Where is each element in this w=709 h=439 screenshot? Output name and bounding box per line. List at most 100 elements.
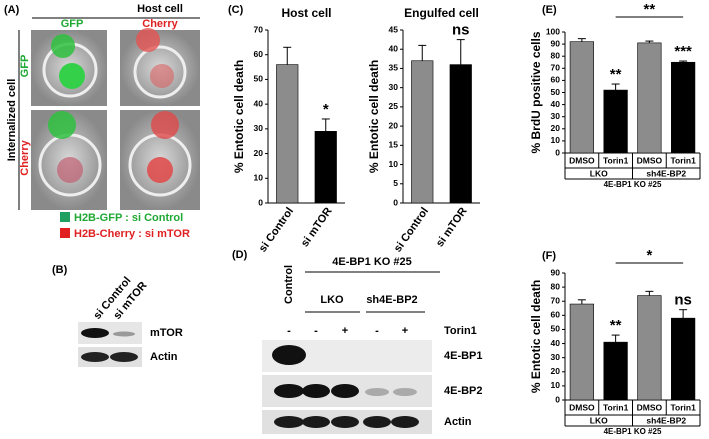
panel-label: (C) [228, 4, 244, 16]
y-tick-label: 60 [551, 75, 561, 85]
panel-label: (F) [542, 250, 556, 262]
y-tick-label: 20 [254, 148, 264, 158]
blot-label: Actin [444, 416, 472, 428]
lane-sign: - [287, 325, 291, 337]
chart-title: Host cell [281, 6, 331, 20]
y-tick-label: 40 [254, 98, 264, 108]
y-tick-label: 10 [551, 135, 561, 145]
bar [637, 42, 662, 154]
y-tick-label: 10 [551, 380, 561, 390]
y-tick-label: 70 [254, 24, 264, 34]
y-tick-label: 50 [254, 74, 264, 84]
y-tick-label: 10 [389, 159, 399, 169]
y-tick-label: 60 [551, 310, 561, 320]
chart-title: Engulfed cell [404, 6, 479, 20]
x-tick-label: si Control [392, 206, 431, 255]
x-tick-label: DMSO [637, 155, 663, 165]
y-axis-label: % Entotic cell death [232, 60, 246, 173]
significance-label: * [323, 101, 329, 118]
bar [276, 64, 299, 204]
row-label: Cherry [19, 139, 31, 175]
bar [671, 61, 696, 154]
y-tick-label: 70 [551, 63, 561, 73]
y-tick-label: 100 [546, 26, 560, 36]
significance-label: ** [610, 317, 622, 334]
legend-label: H2B-Cherry : si mTOR [74, 228, 190, 240]
group-label: LKO [320, 294, 344, 306]
y-tick-label: 50 [551, 87, 561, 97]
y-tick-label: 80 [551, 281, 561, 291]
bar [671, 317, 696, 401]
bracket-label: * [646, 247, 652, 264]
y-tick-label: 60 [254, 49, 264, 59]
y-tick-label: 20 [551, 123, 561, 133]
panel-label: (D) [232, 249, 248, 261]
bar [449, 64, 472, 204]
x-tick-label: DMSO [569, 155, 595, 165]
blot-label: 4E-BP2 [444, 385, 483, 397]
panel-label: (A) [4, 4, 20, 16]
y-axis-label: % Entotic cell death [367, 60, 381, 173]
bar [314, 131, 337, 204]
column-label: GFP [61, 18, 84, 30]
y-tick-label: 45 [389, 24, 399, 34]
panel-label: (B) [52, 264, 68, 276]
treatment-label: Torin1 [444, 325, 477, 337]
legend-label: H2B-GFP : si Control [74, 212, 183, 224]
group-label: sh4E-BP2 [646, 415, 686, 425]
y-tick-label: 0 [258, 197, 263, 207]
significance-label: ns [452, 22, 470, 39]
x-tick-label: Torin1 [670, 402, 696, 412]
row-label: GFP [19, 55, 31, 78]
column-label: Cherry [142, 18, 178, 30]
x-tick-label: si Control [257, 206, 296, 255]
row-title: Internalized cell [6, 79, 18, 162]
y-tick-label: 40 [551, 338, 561, 348]
western-blot [78, 322, 142, 367]
bar [603, 89, 628, 154]
y-axis-label: % Entotic cell death [529, 280, 543, 393]
micrographs [31, 28, 200, 210]
y-tick-label: 0 [393, 197, 398, 207]
blot-label: Actin [150, 351, 178, 363]
significance-label: ** [610, 66, 622, 83]
lane-sign: - [314, 325, 318, 337]
y-tick-label: 20 [551, 366, 561, 376]
y-tick-label: 40 [551, 99, 561, 109]
lane-sign: + [342, 325, 348, 337]
y-tick-label: 70 [551, 295, 561, 305]
significance-label: *** [674, 43, 692, 60]
panel-title: Host cell [137, 3, 183, 15]
lane-sign: + [402, 325, 408, 337]
x-tick-label: Torin1 [670, 155, 696, 165]
y-axis-label: % BrdU positive cells [529, 31, 543, 153]
y-tick-label: 15 [389, 140, 399, 150]
blot-label: mTOR [150, 327, 183, 339]
y-tick-label: 50 [551, 324, 561, 334]
y-tick-label: 25 [389, 101, 399, 111]
y-tick-label: 90 [551, 38, 561, 48]
bar [637, 295, 662, 401]
legend-swatch [60, 212, 70, 222]
y-tick-label: 30 [551, 111, 561, 121]
x-tick-label: DMSO [569, 402, 595, 412]
y-tick-label: 5 [393, 178, 398, 188]
significance-label: ns [674, 292, 692, 309]
group-title: 4E-BP1 KO #25 [604, 427, 662, 436]
x-tick-label: si mTOR [434, 205, 470, 249]
group-title: 4E-BP1 KO #25 [604, 180, 662, 189]
y-tick-label: 90 [551, 267, 561, 277]
lane-sign: - [375, 325, 379, 337]
x-tick-label: si mTOR [299, 205, 335, 249]
bar [411, 60, 434, 204]
y-tick-label: 40 [389, 43, 399, 53]
x-tick-label: Torin1 [603, 155, 629, 165]
y-tick-label: 30 [551, 352, 561, 362]
bar [603, 341, 628, 401]
y-tick-label: 20 [389, 120, 399, 130]
y-tick-label: 30 [254, 123, 264, 133]
group-title: 4E-BP1 KO #25 [332, 256, 411, 268]
x-tick-label: DMSO [637, 402, 663, 412]
bar [569, 41, 594, 154]
